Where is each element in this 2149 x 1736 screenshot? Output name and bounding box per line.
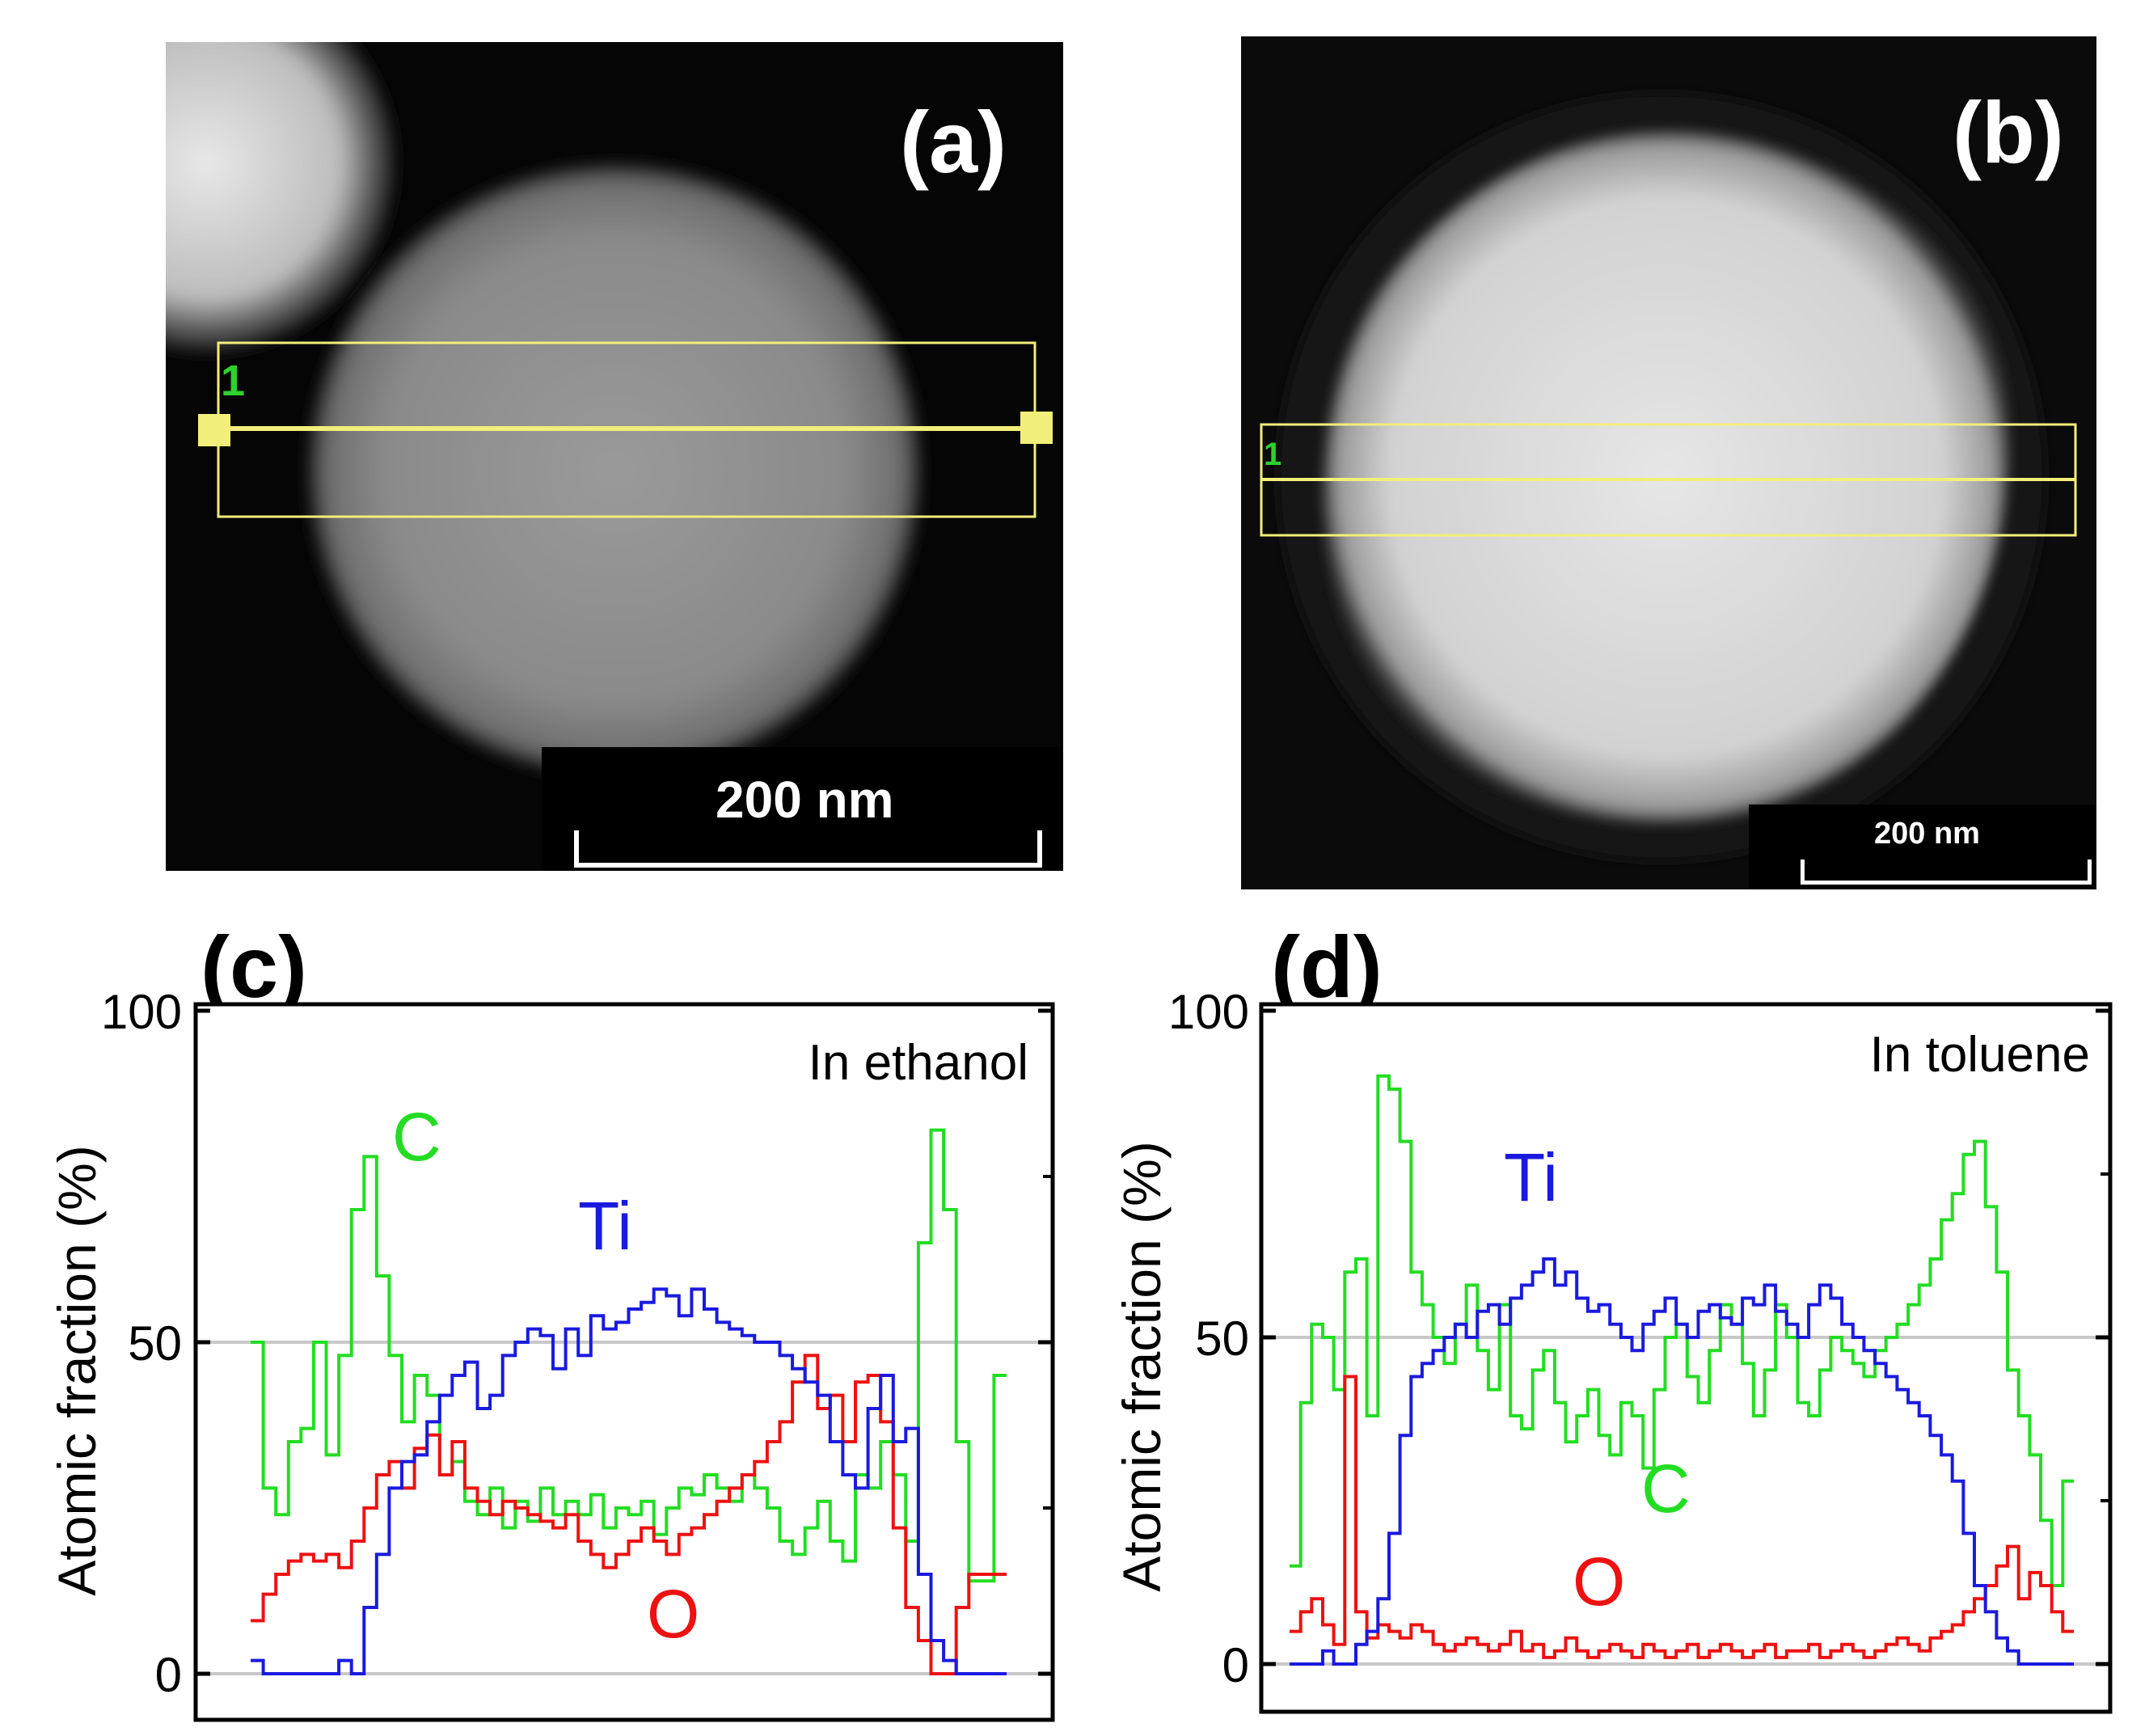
series-line-C — [251, 1128, 1007, 1583]
particle-sphere — [1321, 129, 2011, 825]
y-tick-label-50: 50 — [1195, 1312, 1249, 1366]
panel-label-c: (c) — [201, 918, 307, 1016]
micrograph-a-image — [166, 42, 1063, 871]
line-scan-end-handle[interactable] — [1020, 412, 1053, 444]
y-tick-label-0: 0 — [155, 1648, 182, 1702]
micrograph-b-image — [1241, 36, 2096, 889]
scale-bar-label-b: 200 nm — [1874, 817, 1980, 851]
line-scan-start-handle[interactable] — [198, 414, 230, 446]
micrograph-a: 1 (a) 200 nm — [166, 42, 1063, 871]
y-tick-label-0: 0 — [1222, 1638, 1249, 1692]
series-line-Ti — [251, 1287, 1007, 1675]
scale-bar-b — [1801, 860, 2092, 885]
series-line-O — [251, 1354, 1007, 1675]
panel-label-a: (a) — [900, 93, 1007, 191]
series-label-C: C — [392, 1099, 441, 1175]
y-tick-label-100: 100 — [101, 986, 182, 1039]
scale-bar-background — [1749, 805, 2096, 889]
roi-number-label: 1 — [221, 357, 246, 405]
micrograph-b: 1 (b) 200 nm — [1241, 36, 2096, 889]
series-line-O — [1290, 1375, 2074, 1659]
series-label-Ti: Ti — [578, 1188, 632, 1264]
panel-label-d: (d) — [1271, 918, 1383, 1016]
series-label-O: O — [647, 1576, 699, 1652]
y-tick-label-100: 100 — [1168, 986, 1249, 1039]
scale-bar-a — [574, 830, 1042, 868]
scale-bar-label-a: 200 nm — [716, 771, 894, 829]
y-axis-label: Atomic fraction (%) — [47, 1145, 107, 1595]
chart-title: In toluene — [1870, 1027, 2090, 1083]
panel-label-b: (b) — [1953, 83, 2064, 181]
chart-title: In ethanol — [809, 1035, 1028, 1091]
series-label-O: O — [1573, 1544, 1625, 1620]
scale-bar-background — [542, 747, 1063, 871]
series-line-Ti — [1290, 1257, 2074, 1666]
particle-sphere — [307, 163, 922, 778]
neighbor-particle — [166, 42, 396, 353]
series-label-C: C — [1641, 1451, 1691, 1527]
plot-frame — [193, 1002, 1055, 1722]
chart-in-toluene: 0 50 100 In toluene Atomic fraction (%) Ti… — [1112, 986, 2113, 1714]
y-axis-label: Atomic fraction (%) — [1112, 1141, 1172, 1591]
y-tick-label-50: 50 — [128, 1316, 182, 1371]
roi-number-label: 1 — [1264, 437, 1282, 472]
series-label-Ti: Ti — [1504, 1139, 1558, 1215]
